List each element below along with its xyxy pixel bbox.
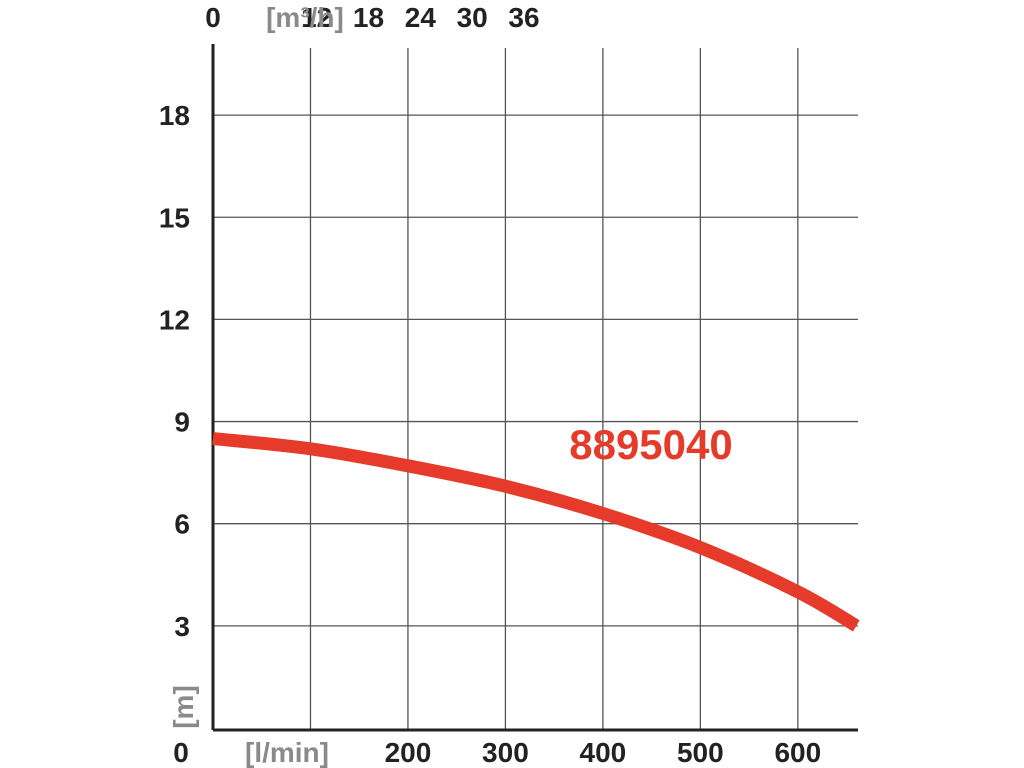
x-axis-tick-label: 200 [385, 737, 432, 768]
x-axis-tick-label: 400 [580, 737, 627, 768]
series-point [797, 591, 798, 592]
series-point [856, 625, 857, 626]
y-axis-tick-label: 15 [159, 202, 190, 233]
gridlines [213, 48, 858, 730]
series-point [407, 465, 408, 466]
top-axis-tick-label: 30 [457, 2, 488, 33]
series-label: 8895040 [569, 421, 733, 468]
x-axis-tick-label: 600 [774, 737, 821, 768]
series-layer [212, 432, 860, 632]
top-axis-tick-label: 12 [301, 2, 332, 33]
y-axis-tick-label: 3 [174, 611, 190, 642]
labels: 0 12 18 24 30 36[m³/h]0 200 300 400 500 600[l/min]… [159, 2, 821, 768]
series-point [310, 448, 311, 449]
series-point [700, 547, 701, 548]
y-axis-tick-label: 18 [159, 100, 190, 131]
series-point [602, 513, 603, 514]
x-axis-unit-label: [l/min] [245, 737, 329, 768]
y-axis-tick-label: 12 [159, 304, 190, 335]
top-axis-tick-label: 24 [405, 2, 437, 33]
y-axis-unit-label: [m] [168, 685, 199, 729]
axes [211, 44, 858, 732]
top-axis-unit-label: [m³/h] [266, 2, 344, 33]
x-axis-tick-label: 0 [173, 737, 189, 768]
top-axis-tick-label: 0 [205, 2, 221, 33]
top-axis-tick-label: 36 [508, 2, 539, 33]
x-axis-tick-label: 300 [482, 737, 529, 768]
y-axis-tick-label: 6 [174, 509, 190, 540]
y-axis-tick-label: 9 [174, 407, 190, 438]
top-axis-tick-label: 18 [353, 2, 384, 33]
series-line [212, 432, 860, 632]
x-axis-tick-label: 500 [677, 737, 724, 768]
series-point [213, 438, 214, 439]
series-point [505, 486, 506, 487]
